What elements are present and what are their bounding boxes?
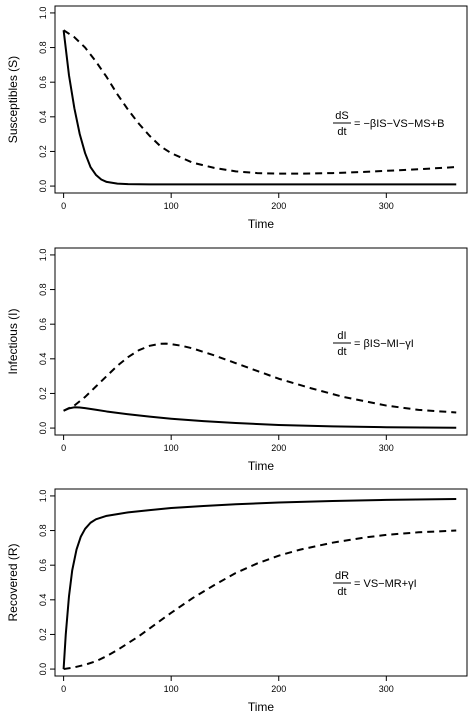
dashed-series-line xyxy=(63,29,457,175)
equation-denominator: dt xyxy=(337,346,346,358)
equation-numerator: dI xyxy=(337,330,346,342)
equation-annotation: dR dt = VS−MR+γI xyxy=(333,570,417,598)
solid-series-line xyxy=(62,30,457,186)
plot-frame xyxy=(54,488,468,677)
y-tick-label: 0.8 xyxy=(38,283,48,296)
y-tick-label: 0.2 xyxy=(38,145,48,158)
x-axis-title: Time xyxy=(248,700,275,714)
y-axis-title: Recovered (R) xyxy=(6,543,20,621)
y-axis-title: Infectious (I) xyxy=(6,308,20,374)
x-tick-label: 0 xyxy=(61,443,66,453)
x-tick-label: 300 xyxy=(379,443,394,453)
y-tick-label: 1.0 xyxy=(38,249,48,262)
x-tick-label: 100 xyxy=(164,201,179,211)
y-tick-label: 0.2 xyxy=(38,387,48,400)
y-tick-label: 0.4 xyxy=(38,111,48,124)
x-tick-label: 0 xyxy=(61,684,66,694)
y-tick-label: 0.4 xyxy=(38,594,48,607)
y-tick-label: 0.8 xyxy=(38,524,48,537)
x-axis-title: Time xyxy=(248,217,275,231)
x-tick-label: 0 xyxy=(61,201,66,211)
equation-rhs: = βIS−MI−γI xyxy=(354,338,414,350)
x-tick-label: 200 xyxy=(271,443,286,453)
y-tick-label: 0.4 xyxy=(38,353,48,366)
equation-annotation: dS dt = −βIS−VS−MS+B xyxy=(333,110,444,138)
y-tick-label: 0.0 xyxy=(38,422,48,435)
middle-panel: 0 100 200 300 0.0 0.2 0.4 0.6 0.8 1.0 Time Infectio… xyxy=(6,247,468,473)
dashed-series-line xyxy=(63,342,457,414)
equation-numerator: dR xyxy=(335,570,349,582)
x-tick-label: 100 xyxy=(164,684,179,694)
plot-frame xyxy=(54,5,468,194)
equation-annotation: dI dt = βIS−MI−γI xyxy=(333,330,414,358)
solid-series-line xyxy=(63,406,457,429)
y-tick-label: 1.0 xyxy=(38,490,48,503)
y-tick-label: 0.0 xyxy=(38,180,48,193)
y-tick-label: 0.0 xyxy=(38,663,48,676)
bottom-panel: 0 100 200 300 0.0 0.2 0.4 0.6 0.8 1.0 Time Recovere… xyxy=(6,488,468,714)
equation-denominator: dt xyxy=(337,126,346,138)
y-tick-label: 1.0 xyxy=(38,7,48,20)
y-axis-title: Susceptibles (S) xyxy=(6,56,20,143)
dashed-series-line xyxy=(63,529,457,671)
solid-series-line xyxy=(62,498,457,670)
equation-rhs: = VS−MR+γI xyxy=(354,578,417,590)
y-tick-label: 0.6 xyxy=(38,318,48,331)
equation-rhs: = −βIS−VS−MS+B xyxy=(354,118,444,130)
x-tick-label: 100 xyxy=(164,443,179,453)
x-tick-label: 300 xyxy=(379,201,394,211)
top-panel: 0 100 200 300 0.0 0.2 0.4 0.6 0.8 1.0 Time Suscepti… xyxy=(6,5,468,231)
plot-frame xyxy=(54,247,468,436)
y-tick-label: 0.8 xyxy=(38,41,48,54)
x-tick-label: 300 xyxy=(379,684,394,694)
y-tick-label: 0.2 xyxy=(38,628,48,641)
y-tick-label: 0.6 xyxy=(38,76,48,89)
y-tick-label: 0.6 xyxy=(38,559,48,572)
x-axis-title: Time xyxy=(248,459,275,473)
x-tick-label: 200 xyxy=(271,201,286,211)
equation-denominator: dt xyxy=(337,586,346,598)
equation-numerator: dS xyxy=(335,110,348,122)
x-tick-label: 200 xyxy=(271,684,286,694)
